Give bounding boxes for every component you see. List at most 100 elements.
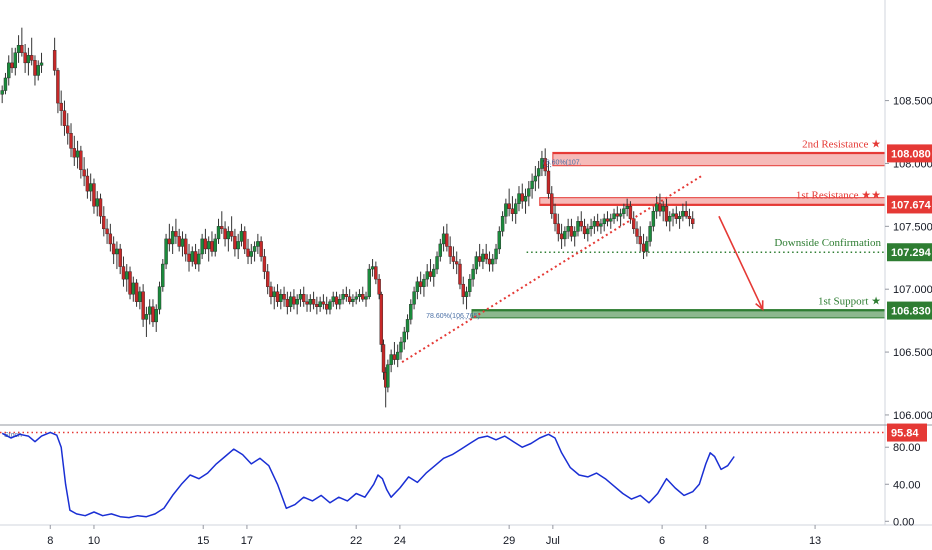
candle-body: [396, 351, 400, 360]
candle-body: [386, 364, 390, 388]
candle-body: [338, 299, 342, 305]
candle-body: [405, 319, 410, 333]
candle-body: [341, 294, 345, 300]
candle-body: [138, 291, 142, 302]
candle-body: [441, 233, 446, 245]
candle-body: [246, 248, 250, 257]
candle-body: [75, 150, 80, 158]
candle-body: [0, 90, 4, 95]
candle-body: [72, 148, 76, 158]
candle-body: [354, 296, 358, 300]
time-tick-label: 15: [197, 535, 209, 547]
candle-body: [69, 133, 73, 149]
candle-body: [507, 203, 511, 209]
candle-body: [592, 221, 597, 227]
candle-body: [288, 296, 293, 308]
candle-body: [131, 282, 135, 295]
candle-body: [92, 183, 96, 207]
candle-body: [654, 203, 659, 212]
candle-body: [471, 268, 475, 280]
candle-body: [461, 283, 465, 297]
candle-body: [170, 231, 175, 245]
candle-body: [157, 286, 162, 310]
candle-body: [523, 195, 528, 202]
candle-body: [334, 296, 339, 305]
candle-body: [111, 243, 116, 255]
candle-body: [364, 296, 368, 300]
candle-body: [184, 238, 188, 255]
candle-body: [262, 256, 267, 272]
candle-body: [543, 158, 547, 172]
candle-body: [177, 236, 181, 247]
candle-body: [108, 233, 113, 245]
candle-body: [282, 294, 286, 300]
level-price-label: 108.080: [891, 148, 931, 160]
candle-body: [412, 291, 416, 305]
indicator-tick-label: 0.00: [893, 516, 914, 528]
candle-body: [409, 304, 413, 320]
candle-body: [550, 193, 554, 214]
candle-body: [658, 203, 662, 212]
candle-body: [275, 291, 280, 302]
candle-body: [517, 193, 521, 204]
candle-body: [259, 241, 263, 257]
candle-body: [367, 268, 371, 297]
candle-body: [16, 45, 21, 54]
candle-body: [85, 175, 90, 192]
candle-body: [144, 314, 149, 320]
candle-body: [455, 261, 459, 265]
candle-body: [533, 175, 538, 182]
candle-body: [684, 211, 688, 217]
level-price-label: 107.674: [891, 199, 932, 211]
candle-body: [448, 246, 452, 257]
level-annotation: Downside Confirmation: [774, 237, 881, 249]
stoch-pane[interactable]: Stoch: [0, 431, 885, 519]
time-tick-label: Jul: [546, 535, 560, 547]
candle-body: [661, 206, 665, 212]
candle-body: [305, 301, 309, 305]
candle-body: [579, 221, 583, 227]
candle-body: [279, 294, 283, 302]
candle-body: [477, 256, 482, 262]
candle-body: [569, 226, 574, 237]
candle-body: [625, 206, 629, 209]
candle-body: [161, 263, 165, 287]
candle-body: [141, 291, 145, 320]
price-pane[interactable]: 2nd Resistance ★ 1st Resistance ★★ Downsid…: [0, 27, 886, 408]
time-tick-label: 13: [809, 535, 821, 547]
level-price-box: [887, 243, 932, 262]
level-zone: [552, 151, 886, 167]
candle-body: [298, 294, 303, 300]
time-tick-label: 17: [241, 535, 253, 547]
candle-body: [331, 296, 335, 302]
candle-body: [167, 238, 172, 245]
price-tick-label: 107.000: [893, 284, 932, 296]
candle-body: [33, 60, 37, 76]
candle-body: [125, 271, 129, 280]
candle-body: [13, 52, 17, 69]
candle-body: [599, 223, 603, 227]
candle-body: [190, 251, 194, 262]
candle-body: [26, 55, 31, 64]
drawing-overlays: 2nd Resistance ★ 1st Resistance ★★ Downsid…: [401, 138, 881, 363]
candle-body: [494, 248, 498, 260]
indicator-name: Stoch: [4, 432, 22, 439]
candle-body: [691, 218, 695, 225]
candle-body: [223, 228, 227, 240]
candle-body: [520, 193, 524, 202]
candle-body: [151, 306, 155, 323]
candle-body: [648, 226, 652, 242]
candle-body: [115, 248, 119, 255]
candle-body: [7, 62, 11, 79]
candle-body: [95, 198, 99, 207]
candle-body: [216, 226, 221, 240]
candle-body: [311, 299, 316, 305]
time-tick-label: 6: [659, 535, 665, 547]
candle-body: [589, 226, 593, 230]
candle-body: [197, 253, 201, 265]
candle-body: [347, 296, 352, 302]
projection-arrow: [718, 215, 764, 310]
candle-body: [687, 216, 692, 219]
